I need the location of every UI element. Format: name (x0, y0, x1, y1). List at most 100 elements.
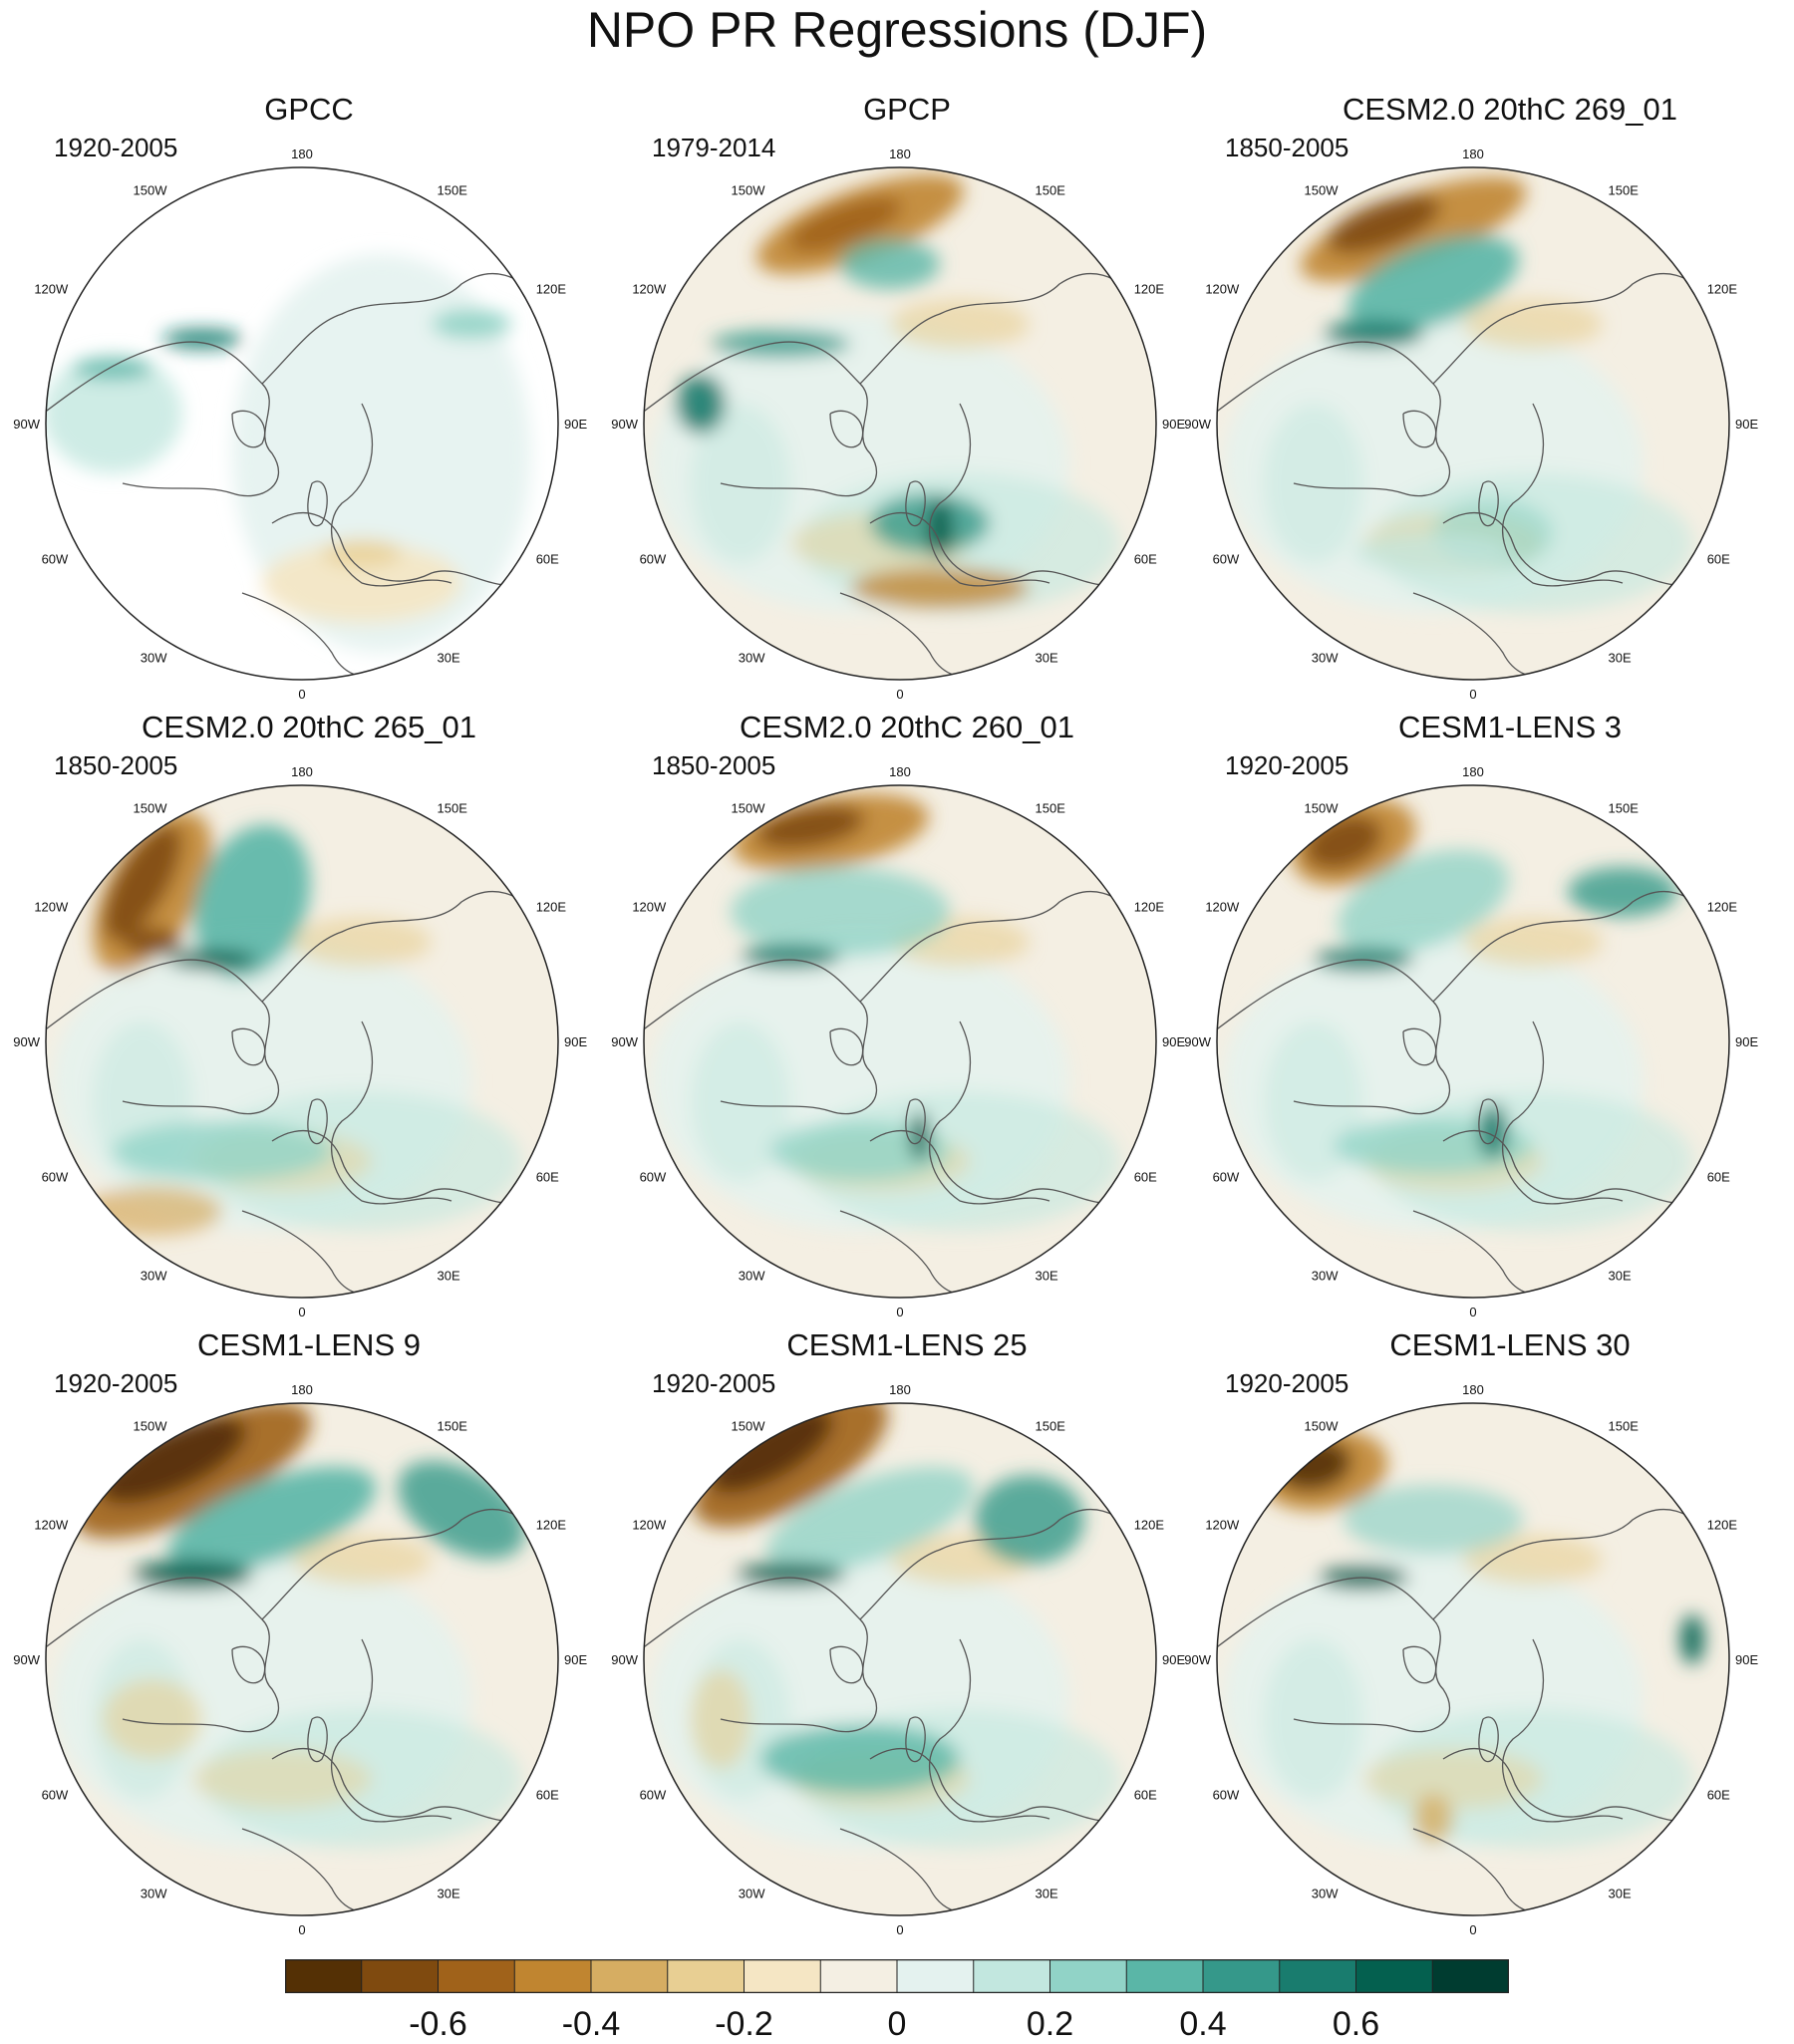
coastline (869, 1748, 1120, 1822)
longitude-label: 120W (632, 282, 667, 297)
coastline (928, 1021, 1050, 1205)
colorbar-swatch (744, 1959, 821, 1993)
panel-title: CESM1-LENS 25 (786, 1327, 1028, 1362)
longitude-label: 30W (1312, 651, 1339, 666)
panel-title: CESM1-LENS 30 (1389, 1327, 1631, 1362)
longitude-label: 60E (536, 552, 559, 567)
longitude-label: 60W (1213, 1170, 1240, 1185)
colorbar-tick-label: -0.6 (409, 2005, 467, 2043)
anomaly-region (292, 1535, 432, 1585)
coastline (1478, 1716, 1499, 1763)
anomaly-region (103, 824, 182, 940)
longitude-label: 30W (739, 1269, 765, 1284)
anomaly-region (1327, 194, 1440, 254)
anomaly-region (708, 1407, 833, 1493)
coastline (46, 959, 279, 1115)
longitude-label: 30E (1036, 651, 1058, 666)
panel-period: 1850-2005 (54, 750, 178, 780)
panel-period: 1920-2005 (1225, 750, 1349, 780)
coastline (261, 890, 542, 1003)
longitude-label: 150E (1036, 1418, 1066, 1433)
anomaly-region (193, 824, 311, 980)
longitude-label: 60E (1707, 1788, 1730, 1803)
longitude-label: 0 (896, 1305, 903, 1319)
longitude-label: 60W (640, 552, 667, 567)
anomaly-region (1463, 299, 1603, 349)
anomaly-region (99, 1416, 246, 1504)
longitude-label: 30W (739, 651, 765, 666)
longitude-label: 120E (1134, 282, 1165, 297)
coastline (1442, 1130, 1693, 1204)
anomaly-region (890, 299, 1030, 349)
colorbar-border (285, 1959, 1509, 1993)
longitude-label: 150W (134, 800, 168, 815)
colorbar-swatch (820, 1959, 898, 1993)
longitude-label: 150E (1609, 800, 1640, 815)
coastline (1501, 1021, 1624, 1205)
longitude-label: 60E (1134, 1788, 1157, 1803)
anomaly-region (1363, 1749, 1543, 1809)
panel-period: 1920-2005 (54, 1368, 178, 1398)
colorbar-tick-label: 0.6 (1332, 2005, 1380, 2043)
colorbar-tick-label: 0.2 (1026, 2005, 1074, 2043)
longitude-label: 120E (1707, 900, 1738, 915)
panel-title: CESM1-LENS 9 (197, 1327, 421, 1362)
longitude-label: 30E (1036, 1887, 1058, 1901)
longitude-label: 120W (34, 900, 69, 915)
longitude-label: 120E (536, 282, 567, 297)
longitude-label: 0 (298, 687, 305, 702)
coastline (859, 890, 1140, 1003)
longitude-label: 150W (1305, 1418, 1340, 1433)
longitude-label: 120W (34, 1518, 69, 1533)
anomaly-region (322, 539, 402, 567)
coastline (307, 1098, 328, 1145)
longitude-label: 150W (732, 800, 766, 815)
coastline (1402, 1027, 1437, 1066)
coastline (905, 480, 926, 527)
longitude-label: 90E (1735, 1652, 1758, 1667)
colorbar-tick-label: 0.4 (1179, 2005, 1227, 2043)
anomaly-region (1338, 849, 1509, 955)
anomaly-region (760, 1724, 960, 1794)
longitude-label: 120W (632, 1518, 667, 1533)
coastline (829, 410, 864, 448)
map-border (1216, 1402, 1730, 1916)
anomaly-region (1347, 235, 1519, 333)
anomaly-region (691, 1022, 790, 1181)
colorbar-swatch (667, 1959, 745, 1993)
longitude-label: 150W (1305, 182, 1340, 197)
longitude-label: 150W (1305, 800, 1340, 815)
longitude-label: 30E (1609, 1269, 1632, 1284)
coastline (271, 1130, 522, 1204)
longitude-label: 90W (611, 1034, 638, 1049)
figure-title: NPO PR Regressions (DJF) (586, 2, 1208, 58)
coastline (46, 1577, 279, 1733)
coastline (644, 1577, 877, 1733)
anomaly-region (1264, 1639, 1363, 1799)
panel-gpcc: GPCC 1920-2005 180 150E 120E 90E 60E 30E 0 30W 6… (10, 90, 608, 708)
panel-title: CESM1-LENS 3 (1398, 710, 1622, 744)
colorbar-swatch (973, 1959, 1050, 1993)
colorbar-swatch (285, 1959, 363, 1993)
colorbar-swatch (1203, 1959, 1281, 1993)
anomaly-region (850, 568, 1030, 608)
longitude-label: 0 (298, 1305, 305, 1319)
anomaly-region (788, 196, 902, 252)
coastline (271, 1748, 522, 1822)
anomaly-region (1478, 1103, 1508, 1159)
longitude-label: 90W (611, 417, 638, 432)
longitude-label: 150W (732, 182, 766, 197)
anomaly-region (167, 1466, 377, 1574)
longitude-label: 150W (134, 182, 168, 197)
coastline (1402, 1645, 1437, 1684)
longitude-label: 120W (632, 900, 667, 915)
polar-map: 180 150E 120E 90E 60E 30E 0 30W 60W 90W 120W 150W (1184, 146, 1758, 702)
coastline (1432, 1508, 1713, 1620)
map-border (1216, 166, 1730, 681)
anomaly-region (1413, 1794, 1453, 1844)
longitude-label: 90W (1184, 1034, 1211, 1049)
panel-cesm2-260: CESM2.0 20thC 260_01 1850-2005 180 150E 12… (608, 708, 1206, 1325)
anomaly-region (103, 1679, 202, 1759)
longitude-label: 60E (1707, 552, 1730, 567)
colorbar-swatch (514, 1959, 592, 1993)
